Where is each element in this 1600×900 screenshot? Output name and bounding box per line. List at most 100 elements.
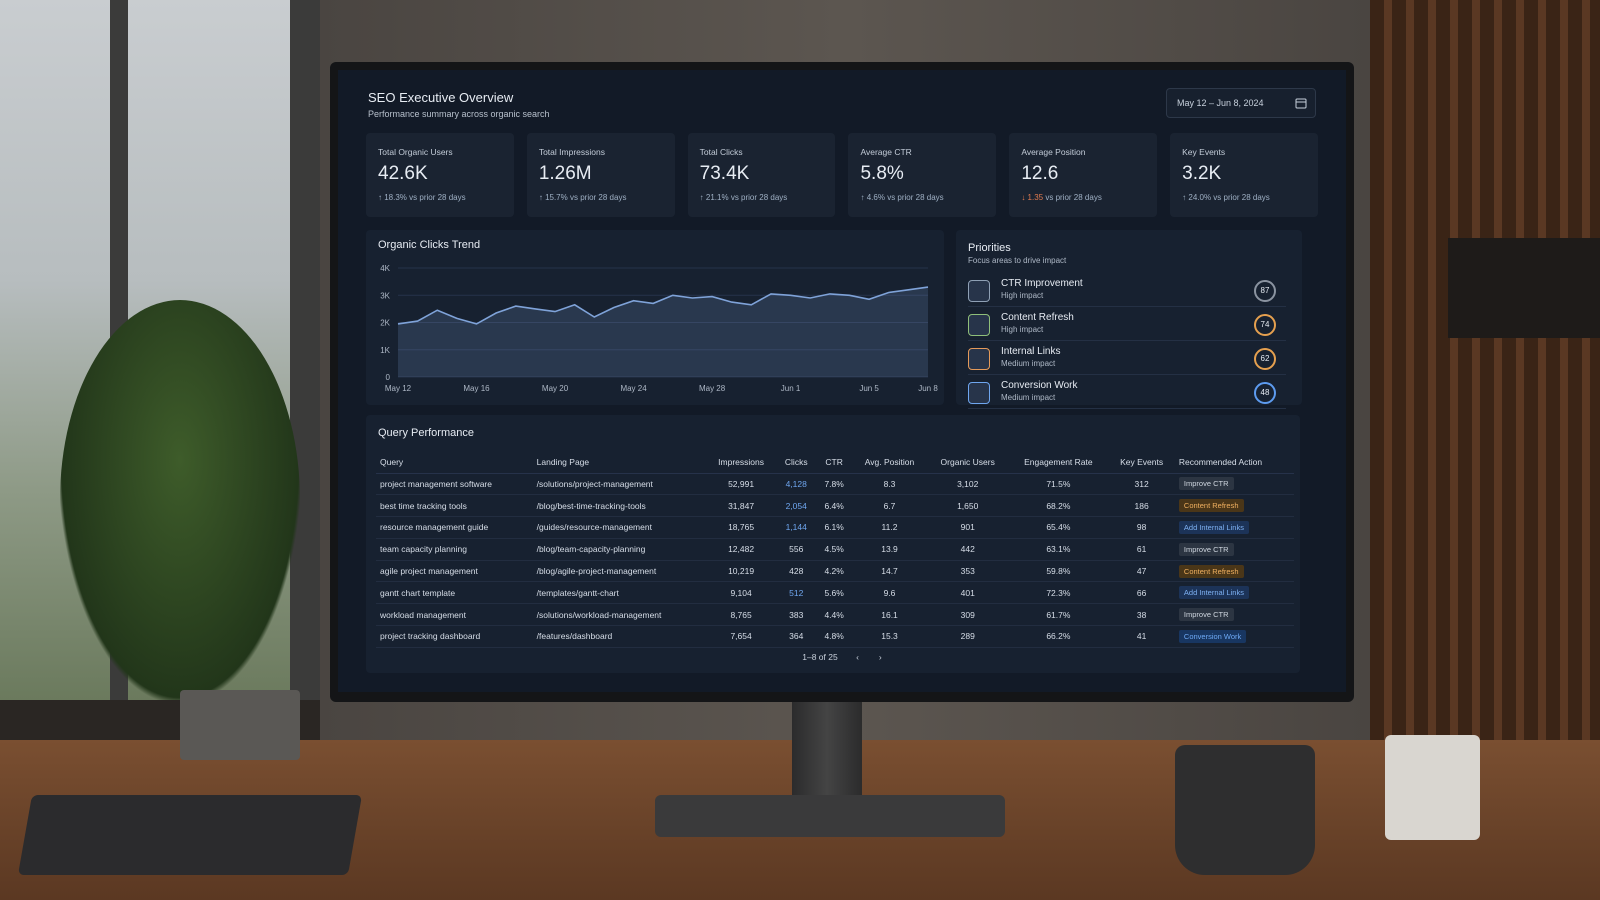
- table-cell: 98: [1108, 516, 1175, 539]
- column-header: Recommended Action: [1174, 451, 1294, 474]
- table-cell: 1,144: [776, 516, 817, 539]
- y-tick-label: 1K: [380, 346, 390, 355]
- table-cell: 309: [927, 603, 1009, 627]
- table-cell: resource management guide: [376, 516, 533, 539]
- line: [397, 286, 929, 325]
- table-cell: 9.6: [852, 581, 928, 605]
- plant: [60, 300, 300, 700]
- kpi-change: ↑ 21.1% vs prior 28 days: [700, 193, 824, 202]
- column-header: Query: [376, 451, 533, 474]
- action-badge: Add Internal Links: [1178, 520, 1249, 534]
- table-cell: 52,991: [705, 473, 777, 496]
- table-cell: 18,765: [705, 516, 777, 539]
- priority-item: CTR Improvement High impact 87: [968, 274, 1286, 307]
- table-cell: 15.3: [852, 625, 928, 648]
- action-cell: Content Refresh: [1174, 560, 1294, 583]
- priority-name: Internal Links: [1001, 346, 1061, 357]
- table-cell: 13.9: [852, 538, 928, 561]
- table-cell: 9,104: [705, 581, 777, 605]
- change-value: 15.7%: [545, 193, 568, 202]
- action-badge: Content Refresh: [1178, 499, 1244, 513]
- table-cell: 61.7%: [1008, 603, 1109, 627]
- table-row: team capacity planning/blog/team-capacit…: [376, 538, 1294, 561]
- kpi-value: 3.2K: [1182, 163, 1222, 184]
- table-cell: /blog/agile-project-management: [532, 560, 706, 583]
- priority-item: Content Refresh High impact 74: [968, 308, 1286, 341]
- table-cell: /guides/resource-management: [532, 516, 706, 539]
- kpi-label: Total Organic Users: [378, 147, 453, 157]
- change-note: vs prior 28 days: [1213, 193, 1270, 202]
- kpi-change: ↑ 15.7% vs prior 28 days: [539, 193, 663, 202]
- table-cell: 353: [927, 560, 1009, 583]
- succulent-pot: [1385, 735, 1480, 840]
- change-value: 1.35: [1027, 193, 1044, 202]
- table-cell: workload management: [376, 603, 533, 627]
- action-cell: Improve CTR: [1174, 538, 1294, 561]
- y-tick-label: 0: [386, 373, 391, 382]
- table-cell: 65.4%: [1008, 516, 1109, 539]
- kpi-label: Average CTR: [860, 147, 912, 157]
- table-row: project management software/solutions/pr…: [376, 473, 1294, 496]
- lamp: [1448, 238, 1600, 338]
- table-cell: /solutions/workload-management: [532, 603, 706, 627]
- arrow-up: ↑: [860, 193, 867, 202]
- table-cell: 8,765: [705, 603, 777, 627]
- x-tick-label: May 24: [620, 384, 647, 393]
- x-tick-label: May 28: [699, 384, 726, 393]
- table-row: project tracking dashboard/features/dash…: [376, 625, 1294, 648]
- priority-impact: High impact: [1001, 325, 1044, 334]
- date-picker[interactable]: May 12 – Jun 8, 2024: [1166, 88, 1316, 118]
- table-cell: best time tracking tools: [376, 494, 533, 518]
- priorities-title: Priorities: [968, 242, 1011, 254]
- table-cell: 72.3%: [1008, 581, 1109, 605]
- kpi-value: 1.26M: [538, 163, 592, 184]
- table-cell: 8.3: [852, 473, 928, 496]
- priority-impact: Medium impact: [1001, 359, 1056, 368]
- priority-item: Conversion Work Medium impact 48: [968, 376, 1286, 409]
- priority-impact: Medium impact: [1001, 393, 1056, 402]
- priority-icon: [968, 348, 990, 370]
- x-tick-label: Jun 5: [859, 384, 879, 393]
- y-tick-label: 3K: [380, 291, 390, 300]
- table-cell: /blog/team-capacity-planning: [532, 538, 706, 561]
- table-cell: /features/dashboard: [532, 625, 706, 648]
- kpi-label: Average Position: [1021, 147, 1086, 157]
- table-cell: 6.7: [852, 494, 928, 518]
- column-header: Engagement Rate: [1008, 451, 1109, 474]
- change-value: 18.3%: [384, 193, 407, 202]
- table-row: best time tracking tools/blog/best-time-…: [376, 494, 1294, 518]
- query-table: Query Landing Page Impressions Clicks CTR Avg…: [376, 451, 1294, 648]
- kpi-change: ↑ 4.6% vs prior 28 days: [860, 193, 984, 202]
- priority-name: Content Refresh: [1001, 312, 1074, 323]
- calendar-icon: [1295, 98, 1307, 109]
- table-cell: /blog/best-time-tracking-tools: [532, 494, 706, 518]
- table-cell: 47: [1108, 560, 1175, 583]
- column-header: Clicks: [776, 451, 817, 474]
- next-page[interactable]: ›: [878, 652, 882, 662]
- change-value: 24.0%: [1188, 193, 1212, 202]
- kpi-card: Total Impressions 1.26M ↑ 15.7% vs prior 2…: [526, 133, 675, 217]
- priority-name: CTR Improvement: [1001, 278, 1083, 289]
- table-cell: /templates/gantt-chart: [532, 581, 706, 605]
- table-cell: 556: [776, 538, 817, 561]
- dashboard: SEO Executive Overview Performance summa…: [338, 70, 1346, 692]
- action-badge: Improve CTR: [1178, 542, 1234, 556]
- table-row: resource management guide/guides/resourc…: [376, 516, 1294, 539]
- arrow-up: ↑: [699, 193, 706, 202]
- column-header: CTR: [816, 451, 852, 474]
- table-cell: 4.5%: [816, 538, 852, 561]
- action-cell: Improve CTR: [1174, 473, 1294, 496]
- date-range: May 12 – Jun 8, 2024: [1177, 98, 1264, 108]
- monitor-base: [655, 795, 1005, 837]
- table-cell: 7.8%: [816, 473, 852, 496]
- action-badge: Conversion Work: [1178, 629, 1247, 643]
- prev-page[interactable]: ‹: [856, 652, 859, 662]
- table-cell: 16.1: [852, 603, 928, 627]
- table-cell: gantt chart template: [376, 581, 533, 605]
- table-cell: 71.5%: [1008, 473, 1109, 496]
- kpi-label: Total Clicks: [699, 147, 743, 157]
- monitor-stand: [792, 700, 862, 800]
- mug: [1175, 745, 1315, 875]
- table-row: gantt chart template/templates/gantt-cha…: [376, 581, 1294, 605]
- action-cell: Improve CTR: [1174, 603, 1294, 627]
